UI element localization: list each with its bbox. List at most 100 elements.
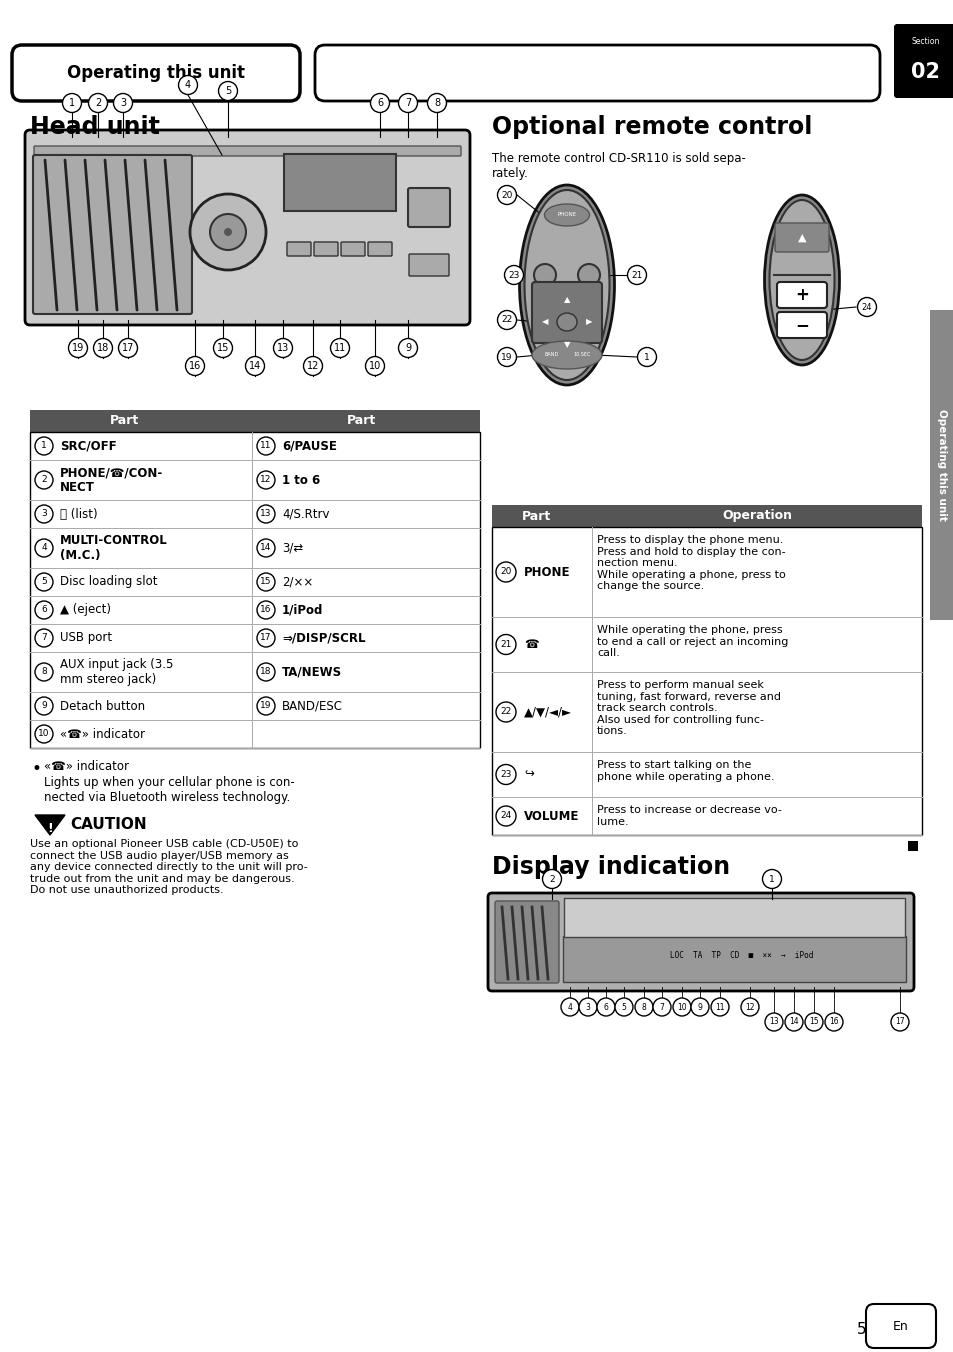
Text: Part: Part: [111, 415, 139, 427]
Text: 6: 6: [376, 97, 383, 108]
Text: Part: Part: [347, 415, 376, 427]
Text: 2: 2: [94, 97, 101, 108]
Circle shape: [365, 357, 384, 376]
Text: 7: 7: [404, 97, 411, 108]
Text: 18: 18: [260, 668, 272, 676]
Text: 8: 8: [41, 668, 47, 676]
Text: 2/××: 2/××: [282, 576, 313, 588]
Text: 11: 11: [260, 442, 272, 450]
Circle shape: [398, 93, 417, 112]
Text: ◀: ◀: [541, 318, 548, 326]
Circle shape: [113, 93, 132, 112]
Circle shape: [256, 506, 274, 523]
Circle shape: [89, 93, 108, 112]
FancyBboxPatch shape: [492, 527, 921, 617]
Circle shape: [35, 506, 53, 523]
Circle shape: [35, 437, 53, 456]
FancyBboxPatch shape: [492, 752, 921, 796]
Circle shape: [496, 764, 516, 784]
Circle shape: [652, 998, 670, 1015]
Text: 12: 12: [744, 1002, 754, 1011]
Text: 17: 17: [260, 634, 272, 642]
Text: 3: 3: [120, 97, 126, 108]
Ellipse shape: [769, 200, 834, 360]
Text: 6: 6: [41, 606, 47, 615]
Circle shape: [35, 573, 53, 591]
Text: 4: 4: [185, 80, 191, 91]
Text: Press to start talking on the
phone while operating a phone.: Press to start talking on the phone whil…: [597, 760, 774, 781]
Text: En: En: [892, 1320, 908, 1333]
Text: 10: 10: [38, 730, 50, 738]
Text: 15: 15: [808, 1018, 818, 1026]
Text: 20: 20: [500, 191, 512, 200]
Circle shape: [178, 76, 197, 95]
Circle shape: [497, 347, 516, 366]
Circle shape: [256, 470, 274, 489]
Text: 24: 24: [861, 303, 871, 311]
FancyBboxPatch shape: [562, 936, 905, 982]
Text: AUX input jack (3.5
mm stereo jack): AUX input jack (3.5 mm stereo jack): [60, 658, 173, 685]
Text: LOC  TA  TP  CD  ■  ××  →  iPod: LOC TA TP CD ■ ×× → iPod: [670, 952, 813, 960]
Text: 21: 21: [499, 639, 511, 649]
FancyBboxPatch shape: [12, 45, 299, 101]
Text: 5: 5: [41, 577, 47, 587]
Text: 17: 17: [122, 343, 134, 353]
FancyBboxPatch shape: [30, 596, 479, 625]
Text: 22: 22: [500, 707, 511, 717]
Text: 18: 18: [97, 343, 109, 353]
FancyBboxPatch shape: [30, 568, 479, 596]
Circle shape: [63, 93, 81, 112]
Text: 13: 13: [768, 1018, 778, 1026]
Circle shape: [35, 725, 53, 744]
Text: 1 to 6: 1 to 6: [282, 473, 320, 487]
Circle shape: [210, 214, 246, 250]
FancyBboxPatch shape: [492, 506, 921, 527]
Text: 2: 2: [41, 476, 47, 484]
FancyBboxPatch shape: [929, 310, 953, 621]
Circle shape: [35, 539, 53, 557]
FancyBboxPatch shape: [284, 154, 395, 211]
Circle shape: [804, 1013, 822, 1032]
FancyBboxPatch shape: [893, 24, 953, 97]
Circle shape: [256, 629, 274, 648]
Text: BAND/ESC: BAND/ESC: [282, 699, 343, 713]
FancyBboxPatch shape: [33, 155, 192, 314]
Text: VOLUME: VOLUME: [523, 810, 578, 822]
Text: SRC/OFF: SRC/OFF: [60, 439, 116, 453]
FancyBboxPatch shape: [30, 652, 479, 692]
Ellipse shape: [544, 204, 589, 226]
Text: 24: 24: [500, 811, 511, 821]
Text: MULTI-CONTROL
(M.C.): MULTI-CONTROL (M.C.): [60, 534, 168, 562]
Text: PHONE: PHONE: [523, 565, 570, 579]
Ellipse shape: [534, 264, 556, 287]
Circle shape: [857, 297, 876, 316]
FancyBboxPatch shape: [30, 410, 479, 433]
Text: 11: 11: [715, 1002, 724, 1011]
Circle shape: [398, 338, 417, 357]
Text: −: −: [794, 316, 808, 334]
Text: 3: 3: [585, 1002, 590, 1011]
Text: 5: 5: [225, 87, 231, 96]
Circle shape: [93, 338, 112, 357]
Text: 20: 20: [499, 568, 511, 576]
Text: 23: 23: [508, 270, 519, 280]
Text: While operating the phone, press
to end a call or reject an incoming
call.: While operating the phone, press to end …: [597, 625, 787, 658]
Text: 3/⇄: 3/⇄: [282, 542, 303, 554]
Circle shape: [35, 470, 53, 489]
Text: Lights up when your cellular phone is con-
nected via Bluetooth wireless technol: Lights up when your cellular phone is co…: [44, 776, 294, 804]
Text: ▲: ▲: [563, 296, 570, 304]
FancyBboxPatch shape: [563, 898, 904, 937]
Text: ↪: ↪: [523, 768, 534, 781]
Circle shape: [497, 185, 516, 204]
FancyBboxPatch shape: [314, 45, 879, 101]
Ellipse shape: [578, 264, 599, 287]
Text: CAUTION: CAUTION: [70, 817, 147, 831]
Text: Part: Part: [522, 510, 551, 522]
FancyBboxPatch shape: [907, 841, 917, 850]
Text: 6/PAUSE: 6/PAUSE: [282, 439, 336, 453]
FancyBboxPatch shape: [34, 146, 460, 155]
FancyBboxPatch shape: [409, 254, 449, 276]
FancyBboxPatch shape: [776, 283, 826, 308]
Text: PHONE/☎/CON-
NECT: PHONE/☎/CON- NECT: [60, 466, 163, 493]
Text: •: •: [32, 760, 42, 777]
